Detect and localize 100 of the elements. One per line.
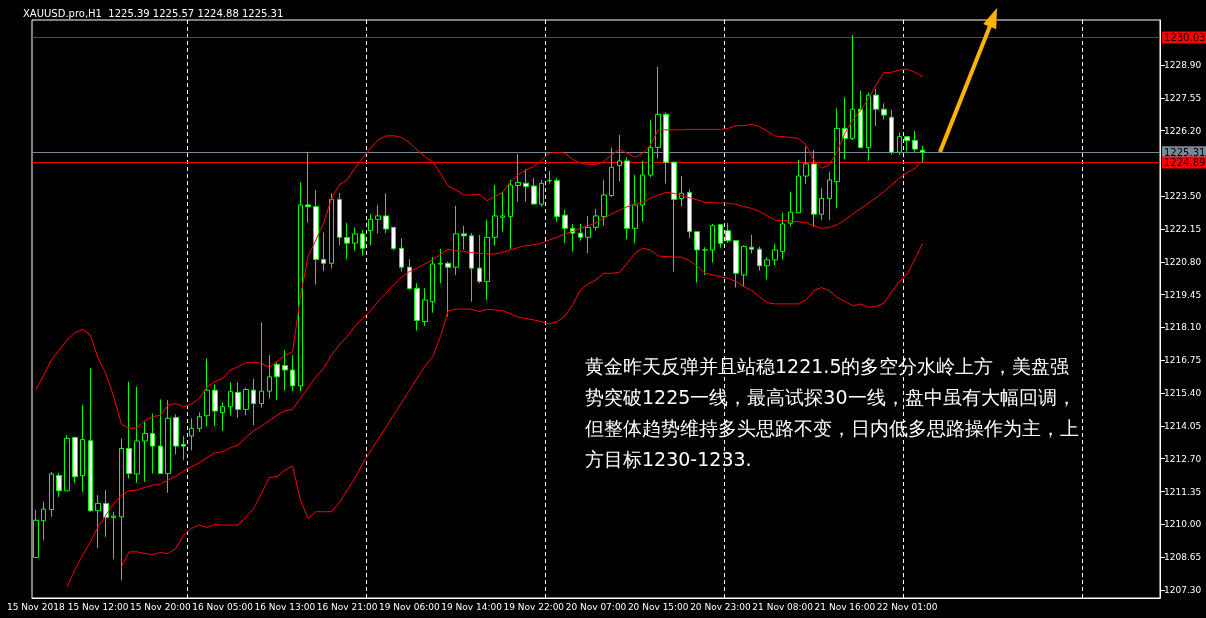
candlestick: [655, 66, 661, 159]
candlestick: [375, 204, 381, 234]
candlestick: [515, 153, 521, 203]
candlestick: [617, 134, 622, 183]
candlestick: [383, 192, 389, 234]
candlestick: [671, 161, 677, 273]
candlestick: [578, 223, 583, 242]
x-tick-label: 21 Nov 08:00: [752, 601, 814, 612]
candlestick: [850, 34, 855, 141]
annotation: 黄金昨天反弹并且站稳1221.5的多空分水岭上方，美盘强势突破1225一线，最高试探30一线，盘中虽有大幅回调，但整体趋势维持多头思路不变，日内低多思路操作为主，上方目标1230-1233.: [585, 354, 1079, 470]
candlestick: [764, 256, 770, 280]
ref-line-label: 1224.89: [1164, 156, 1206, 168]
x-tick-label: 16 Nov 05:00: [192, 601, 254, 612]
candlestick: [648, 119, 653, 178]
candlestick: [321, 232, 326, 272]
candlestick: [827, 171, 832, 221]
candlestick: [235, 381, 241, 419]
candlestick: [796, 159, 801, 214]
candlestick: [508, 179, 513, 250]
candlestick: [554, 177, 560, 222]
candlestick: [469, 232, 474, 303]
candlestick: [430, 256, 435, 314]
y-tick-label: 1220.80: [1164, 256, 1202, 267]
candlestick: [811, 149, 817, 228]
candlestick: [772, 243, 778, 266]
candlestick: [640, 160, 645, 223]
candlestick: [866, 92, 871, 162]
candlestick: [492, 184, 498, 247]
candlestick: [407, 258, 412, 291]
candlestick: [920, 145, 925, 164]
candlestick: [477, 234, 482, 284]
x-tick-label: 20 Nov 07:00: [565, 601, 627, 612]
candlestick: [609, 147, 614, 198]
y-tick-label: 1228.90: [1164, 59, 1202, 70]
x-tick-label: 15 Nov 2018: [7, 601, 65, 612]
x-tick-label: 22 Nov 01:00: [876, 601, 938, 612]
candlestick: [858, 90, 863, 149]
candlestick: [585, 215, 591, 254]
candlestick: [243, 387, 249, 416]
y-tick-label: 1216.75: [1164, 355, 1202, 366]
candlestick: [165, 399, 171, 494]
candlestick: [142, 421, 148, 483]
x-tick-label: 20 Nov 15:00: [627, 601, 689, 612]
candlestick: [601, 179, 607, 227]
candlestick: [834, 107, 840, 209]
candlestick: [298, 181, 303, 392]
candlestick: [88, 367, 93, 513]
candlestick: [539, 179, 544, 208]
candlestick: [687, 188, 692, 239]
y-tick-label: 1218.10: [1164, 322, 1202, 333]
candlestick: [368, 213, 373, 246]
y-tick-label: 1214.05: [1164, 420, 1202, 431]
candlestick: [134, 386, 140, 484]
candlestick: [228, 381, 233, 417]
candlestick: [150, 413, 155, 475]
candlestick: [399, 237, 404, 273]
candlestick: [352, 226, 358, 252]
candlestick: [438, 248, 443, 284]
candlestick: [267, 354, 272, 399]
candlestick: [694, 231, 700, 284]
candlestick: [780, 212, 785, 260]
candlestick: [204, 357, 210, 427]
candlestick: [679, 175, 684, 208]
candlestick: [414, 282, 420, 332]
candlestick: [757, 246, 762, 272]
candlestick: [282, 349, 288, 392]
y-tick-label: 1207.30: [1164, 584, 1202, 595]
candlestick: [251, 378, 256, 426]
candlestick: [453, 205, 459, 276]
y-tick-label: 1211.35: [1164, 486, 1202, 497]
candlestick: [733, 239, 739, 289]
y-tick-label: 1215.40: [1164, 388, 1202, 399]
candlestick: [889, 109, 894, 156]
candlestick: [329, 192, 334, 269]
ref-line-label: 1230.03: [1164, 32, 1206, 43]
candlestick: [484, 219, 490, 301]
x-tick-label: 15 Nov 20:00: [130, 601, 191, 612]
candlestick: [220, 401, 225, 432]
y-tick-label: 1210.00: [1164, 519, 1202, 530]
candlestick: [912, 130, 918, 153]
candlestick: [305, 151, 311, 224]
chart-title: XAUUSD.pro,H1 1225.39 1225.57 1224.88 1225.31: [23, 7, 284, 19]
candlestick: [158, 398, 163, 475]
candlestick: [119, 438, 124, 581]
candlestick: [197, 412, 202, 433]
candlestick: [547, 170, 552, 184]
x-tick-label: 19 Nov 14:00: [441, 601, 503, 612]
candlestick: [710, 223, 715, 264]
candlestick: [663, 111, 669, 184]
y-tick-label: 1227.55: [1164, 92, 1202, 103]
candlestick: [461, 225, 467, 251]
candlestick: [274, 361, 280, 401]
candlestick: [313, 189, 319, 285]
candlestick: [103, 489, 109, 538]
candlestick: [337, 192, 342, 246]
candlestick: [624, 156, 630, 240]
ref-line-label: 1225.31: [1164, 146, 1206, 158]
candlestick: [56, 472, 62, 498]
y-tick-label: 1208.65: [1164, 552, 1202, 563]
candlestick: [49, 471, 54, 518]
